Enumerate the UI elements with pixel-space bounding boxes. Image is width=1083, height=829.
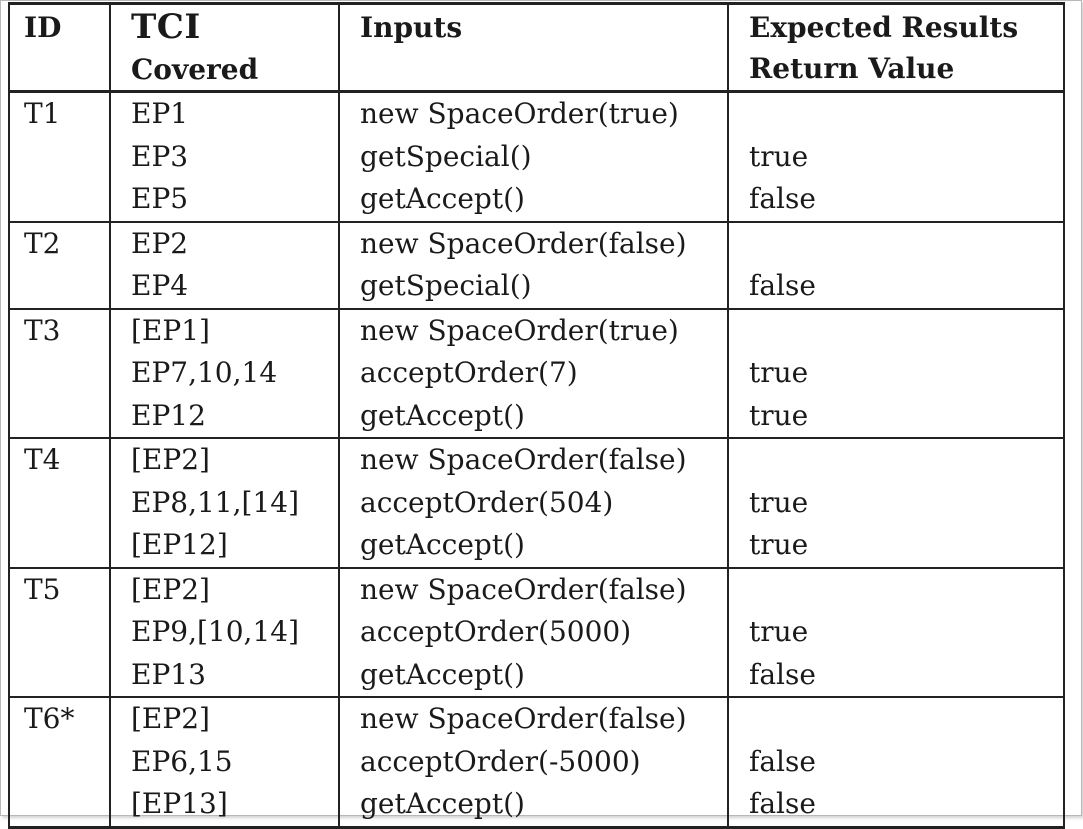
test-case-table: ID TCI Covered Inputs Expected Results R…	[8, 2, 1065, 829]
return-cell: false false	[727, 697, 1065, 829]
header-expected-line2: Return Value	[749, 52, 955, 85]
test-id-cell: T5	[8, 567, 111, 698]
test-id-cell: T3	[8, 308, 111, 439]
tci-value: EP6,15	[131, 744, 233, 778]
return-cell: true true	[727, 438, 1065, 569]
header-tci: TCI Covered	[109, 2, 340, 93]
return-cell: true false	[727, 567, 1065, 698]
input-value: getAccept()	[360, 398, 525, 432]
tci-value: EP5	[131, 182, 189, 215]
header-expected-line1: Expected Results	[749, 11, 1019, 44]
tci-value: [EP2]	[131, 572, 210, 606]
input-value: acceptOrder(7)	[360, 356, 578, 389]
input-value: getSpecial()	[360, 139, 532, 173]
table-body: T1 EP1 EP3 EP5 new SpaceOrder(true) getSpecia…	[8, 91, 1065, 829]
header-row: ID TCI Covered Inputs Expected Results R…	[8, 2, 1065, 93]
header-expected: Expected Results Return Value	[727, 2, 1065, 93]
tci-value: [EP2]	[131, 443, 210, 476]
header-tci-line2: Covered	[131, 53, 259, 86]
tci-value: [EP1]	[131, 313, 210, 347]
input-value: new SpaceOrder(false)	[360, 702, 687, 735]
return-value	[749, 223, 1063, 266]
input-value: acceptOrder(504)	[360, 485, 614, 519]
input-value: acceptOrder(5000)	[360, 615, 632, 648]
return-cell: true true	[727, 308, 1065, 439]
tci-value: EP3	[131, 139, 189, 173]
test-id: T1	[24, 97, 61, 130]
test-id: T5	[24, 572, 61, 606]
input-value: getAccept()	[360, 657, 525, 691]
tci-value: EP4	[131, 269, 189, 302]
tci-value: EP9,[10,14]	[131, 615, 299, 648]
inputs-cell: new SpaceOrder(false) getSpecial()	[338, 221, 729, 310]
header-id: ID	[8, 2, 111, 93]
table-row: T3 [EP1] EP7,10,14 EP12 new SpaceOrder(true)…	[8, 308, 1065, 439]
header-tci-line1: TCI	[131, 7, 201, 47]
tci-value: [EP12]	[131, 528, 228, 561]
return-value	[749, 310, 1063, 353]
input-value: getSpecial()	[360, 269, 532, 302]
test-id: T4	[24, 443, 61, 476]
return-value	[749, 698, 1063, 741]
input-value: getAccept()	[360, 182, 525, 215]
inputs-cell: new SpaceOrder(false) acceptOrder(5000) ge…	[338, 567, 729, 698]
return-value: true	[749, 615, 809, 648]
test-id-cell: T1	[8, 91, 111, 223]
tci-cell: [EP1] EP7,10,14 EP12	[109, 308, 340, 439]
input-value: new SpaceOrder(false)	[360, 226, 687, 260]
header-inputs: Inputs	[338, 2, 729, 93]
tci-value: EP8,11,[14]	[131, 485, 299, 519]
test-id: T2	[24, 226, 61, 260]
tci-cell: EP1 EP3 EP5	[109, 91, 340, 223]
test-id: T6*	[24, 702, 75, 735]
return-value: false	[749, 657, 816, 691]
tci-value: EP1	[131, 97, 189, 130]
tci-value: [EP2]	[131, 702, 210, 735]
table-row: T4 [EP2] EP8,11,[14] [EP12] new SpaceOrder(f…	[8, 438, 1065, 569]
return-value: false	[749, 787, 816, 820]
tci-value: EP13	[131, 657, 206, 691]
return-value: false	[749, 182, 816, 215]
return-value: true	[749, 485, 809, 519]
tci-value: EP12	[131, 398, 206, 432]
return-value	[749, 93, 1063, 136]
tci-cell: [EP2] EP8,11,[14] [EP12]	[109, 438, 340, 569]
input-value: getAccept()	[360, 528, 525, 561]
input-value: new SpaceOrder(false)	[360, 572, 687, 606]
input-value: new SpaceOrder(true)	[360, 313, 679, 347]
tci-value: EP7,10,14	[131, 356, 278, 389]
test-id-cell: T4	[8, 438, 111, 569]
tci-cell: EP2 EP4	[109, 221, 340, 310]
return-value	[749, 439, 1063, 482]
return-cell: false	[727, 221, 1065, 310]
inputs-cell: new SpaceOrder(false) acceptOrder(-5000) g…	[338, 697, 729, 829]
return-value	[749, 569, 1063, 612]
tci-cell: [EP2] EP9,[10,14] EP13	[109, 567, 340, 698]
input-value: new SpaceOrder(false)	[360, 443, 687, 476]
inputs-cell: new SpaceOrder(true) acceptOrder(7) getAcc…	[338, 308, 729, 439]
test-id-cell: T6*	[8, 697, 111, 829]
tci-cell: [EP2] EP6,15 [EP13]	[109, 697, 340, 829]
return-value: true	[749, 528, 809, 561]
table-row: T2 EP2 EP4 new SpaceOrder(false) getSpecial(…	[8, 221, 1065, 310]
inputs-cell: new SpaceOrder(true) getSpecial() getAccep…	[338, 91, 729, 223]
return-value: true	[749, 356, 809, 389]
input-value: getAccept()	[360, 787, 525, 820]
return-value: false	[749, 744, 816, 778]
return-value: false	[749, 269, 816, 302]
table-row: T5 [EP2] EP9,[10,14] EP13 new SpaceOrder(fal…	[8, 567, 1065, 698]
test-id-cell: T2	[8, 221, 111, 310]
inputs-cell: new SpaceOrder(false) acceptOrder(504) get…	[338, 438, 729, 569]
tci-value: EP2	[131, 226, 189, 260]
input-value: acceptOrder(-5000)	[360, 744, 641, 778]
test-id: T3	[24, 313, 61, 347]
table-row: T1 EP1 EP3 EP5 new SpaceOrder(true) getSpecia…	[8, 91, 1065, 223]
table-row: T6* [EP2] EP6,15 [EP13] new SpaceOrder(false…	[8, 697, 1065, 829]
return-value: true	[749, 398, 809, 432]
return-value: true	[749, 139, 809, 173]
return-cell: true false	[727, 91, 1065, 223]
tci-value: [EP13]	[131, 787, 228, 820]
input-value: new SpaceOrder(true)	[360, 97, 679, 130]
